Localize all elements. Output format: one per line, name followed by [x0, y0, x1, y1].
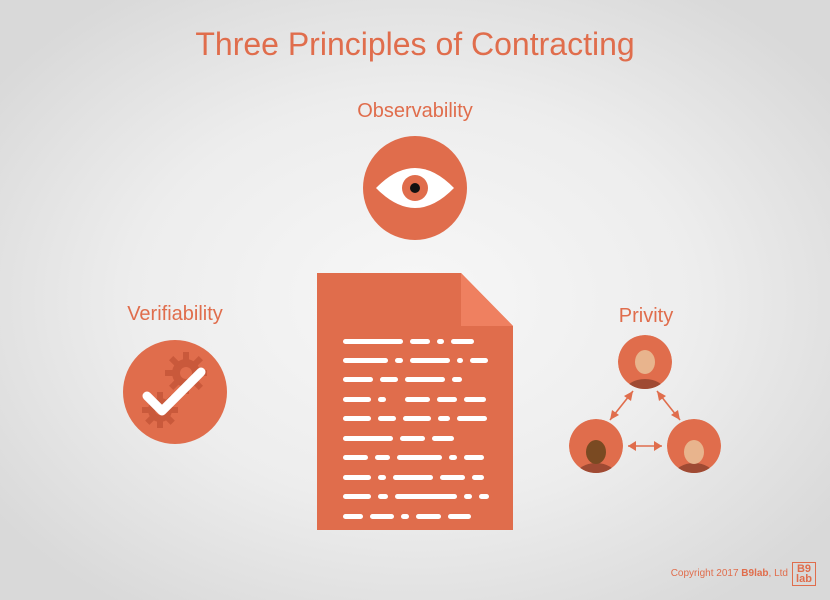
logo-line-2: lab — [796, 573, 812, 585]
copyright-notice: Copyright 2017 B9lab, Ltd — [640, 568, 788, 579]
privity-label: Privity — [618, 305, 674, 327]
b9lab-logo: B9 lab — [792, 562, 816, 586]
party-top-avatar — [618, 335, 672, 389]
observability-label: Observability — [357, 100, 473, 122]
copyright-brand: B9lab — [741, 568, 769, 579]
eye-icon — [363, 136, 467, 240]
party-left-avatar — [569, 419, 623, 473]
party-right-avatar — [667, 419, 721, 473]
copyright-suffix: , Ltd — [768, 568, 788, 579]
three-parties-icon — [569, 335, 721, 473]
document-icon — [317, 273, 513, 530]
copyright-prefix: Copyright 2017 — [670, 568, 742, 579]
gear-check-icon — [123, 340, 227, 444]
logo-line-1: B9 — [796, 563, 812, 575]
verifiability-label: Verifiability — [127, 303, 223, 325]
diagram-title: Three Principles of Contracting — [195, 26, 635, 62]
